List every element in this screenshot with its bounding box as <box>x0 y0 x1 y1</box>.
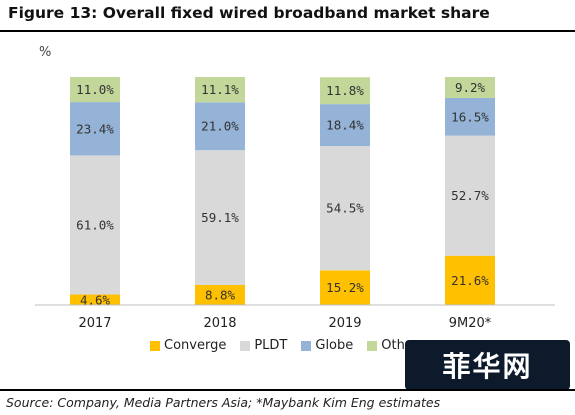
data-label-globe-2017: 23.4% <box>76 121 114 136</box>
x-tick-label-2017: 2017 <box>78 316 111 331</box>
data-label-globe-2018: 21.0% <box>201 119 239 134</box>
x-tick-labels: 2017 2018 2019 9M20* <box>78 316 491 331</box>
bar-segment-globe-2019 <box>320 104 370 147</box>
legend-item-others: Oth <box>367 338 405 353</box>
data-label-converge-9m20: 21.6% <box>451 273 489 288</box>
watermark-logo: 菲华网 <box>405 340 570 390</box>
y-axis-unit: % <box>39 45 52 60</box>
bar-segment-converge-2018 <box>195 284 245 305</box>
bar-segment-globe-9m20 <box>445 97 495 136</box>
bar-segment-others-2017 <box>70 77 120 103</box>
legend-label-others: Oth <box>381 338 405 353</box>
data-label-globe-2019: 18.4% <box>326 118 364 133</box>
title-rule <box>0 30 575 32</box>
legend-item-pldt: PLDT <box>240 338 287 353</box>
legend-item-converge: Converge <box>150 338 226 353</box>
x-tick-label-9m20: 9M20* <box>449 316 492 331</box>
bar-segment-others-9m20 <box>445 77 495 98</box>
data-label-pldt-2017: 61.0% <box>76 217 114 232</box>
legend-label-pldt: PLDT <box>254 338 288 353</box>
data-label-pldt-2019: 54.5% <box>326 201 364 216</box>
data-label-pldt-9m20: 52.7% <box>451 188 489 203</box>
bars-group: 4.6% 61.0% 23.4% 11.0% 8.8% 59.1% 21.0% 11.1% 15… <box>70 77 495 307</box>
bar-segment-pldt-2019 <box>320 146 370 271</box>
legend-swatch-pldt <box>240 340 251 351</box>
data-label-others-2017: 11.0% <box>76 82 114 97</box>
bar-segment-converge-2019 <box>320 270 370 305</box>
x-tick-label-2019: 2019 <box>328 316 361 331</box>
chart-title: Figure 13: Overall fixed wired broadband… <box>8 4 490 22</box>
bar-segment-pldt-2017 <box>70 155 120 295</box>
legend-label-globe: Globe <box>315 338 354 353</box>
data-label-converge-2019: 15.2% <box>326 280 364 295</box>
chart-legend: Converge PLDT Globe Oth <box>150 338 405 353</box>
x-tick-label-2018: 2018 <box>203 316 236 331</box>
bar-segment-others-2018 <box>195 77 245 103</box>
source-note: Source: Company, Media Partners Asia; *M… <box>6 395 441 410</box>
data-label-others-2018: 11.1% <box>201 82 239 97</box>
source-rule <box>0 389 575 391</box>
data-label-globe-9m20: 16.5% <box>451 109 489 124</box>
data-label-converge-2017: 4.6% <box>80 292 111 307</box>
data-label-pldt-2018: 59.1% <box>201 210 239 225</box>
bar-segment-converge-2017 <box>70 294 120 305</box>
legend-swatch-converge <box>150 340 160 351</box>
bar-segment-globe-2017 <box>70 102 120 156</box>
bar-segment-pldt-2018 <box>195 150 245 285</box>
bar-segment-converge-9m20 <box>445 255 495 305</box>
bar-segment-others-2019 <box>320 77 370 105</box>
stacked-bar-chart: 4.6% 61.0% 23.4% 11.0% 8.8% 59.1% 21.0% 11.1% 15… <box>35 77 555 331</box>
bar-segment-globe-2018 <box>195 102 245 151</box>
legend-item-globe: Globe <box>301 338 353 353</box>
data-label-converge-2018: 8.8% <box>205 287 236 302</box>
bar-segment-pldt-9m20 <box>445 135 495 256</box>
legend-swatch-globe <box>301 340 312 351</box>
legend-swatch-others <box>367 340 378 351</box>
legend-label-converge: Converge <box>164 338 227 353</box>
data-label-others-2019: 11.8% <box>326 83 364 98</box>
data-label-others-9m20: 9.2% <box>455 80 486 95</box>
